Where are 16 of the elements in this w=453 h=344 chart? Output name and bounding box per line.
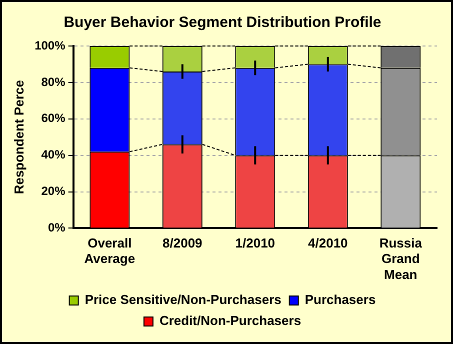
x-tick-label: 4/2010 <box>308 236 348 251</box>
legend-label: Credit/Non-Purchasers <box>159 313 302 328</box>
legend-label: Purchasers <box>304 292 376 308</box>
y-tick-label: 0% <box>48 220 66 235</box>
y-tick-label: 20% <box>41 184 66 198</box>
legend-label: Price Sensitive/Non-Purchasers <box>84 292 282 308</box>
chart-title: Buyer Behavior Segment Distribution Profile <box>64 14 382 32</box>
x-tick-label: Overall Average <box>84 236 136 266</box>
y-tick-label: 60% <box>41 111 66 126</box>
y-tick-label: 80% <box>41 74 66 89</box>
x-tick-label: 8/2009 <box>162 236 202 251</box>
x-tick-label: 1/2010 <box>235 236 276 251</box>
x-tick-label: Russia Grand Mean <box>379 236 423 282</box>
y-tick-label: 100% <box>34 38 66 52</box>
y-axis-title: Respondent Perce <box>11 80 26 194</box>
y-tick-label: 40% <box>41 148 66 162</box>
